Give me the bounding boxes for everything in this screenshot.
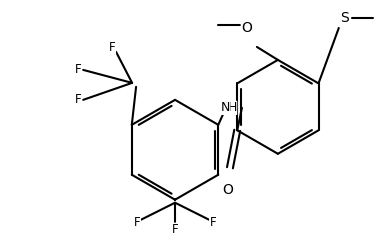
Text: F: F <box>210 216 216 229</box>
Text: S: S <box>340 11 349 25</box>
Text: N: N <box>220 101 230 114</box>
Text: F: F <box>75 63 82 76</box>
Text: F: F <box>134 216 140 229</box>
Text: F: F <box>172 223 178 236</box>
Text: O: O <box>241 21 252 35</box>
Text: F: F <box>75 93 82 106</box>
Text: H: H <box>227 101 237 114</box>
Text: F: F <box>109 41 115 55</box>
Text: O: O <box>223 183 233 197</box>
